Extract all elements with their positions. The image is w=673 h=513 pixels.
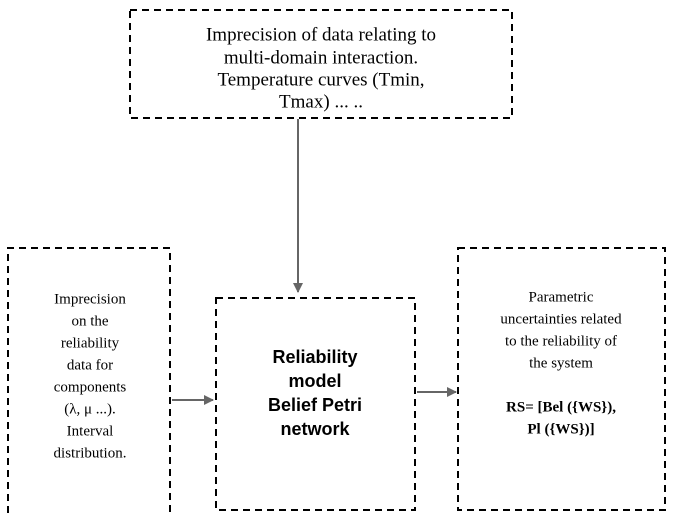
node-text: the system	[529, 355, 593, 371]
right-box	[457, 247, 666, 511]
node-text: Interval	[67, 423, 114, 439]
node-text: reliability	[61, 335, 120, 351]
node-text: distribution.	[54, 445, 127, 461]
node-text: uncertainties related	[500, 311, 622, 327]
left-box	[7, 247, 171, 513]
node-text: to the reliability of	[505, 333, 617, 349]
top-box	[129, 9, 513, 119]
node-text: Parametric	[529, 289, 594, 305]
node-text: Temperature curves (Tmin,	[217, 69, 424, 90]
node-text: data for	[67, 357, 113, 373]
node-text: Tmax) ... ..	[279, 91, 363, 112]
center-box	[215, 297, 416, 511]
node-text: (λ, μ ...).	[64, 401, 116, 417]
node-text: Imprecision	[54, 291, 126, 307]
node-text: multi-domain interaction.	[224, 47, 418, 68]
node-text: Imprecision of data relating to	[206, 24, 436, 45]
node-text: Pl ({WS})]	[527, 421, 594, 437]
node-text: on the	[71, 313, 108, 329]
node-text: RS= [Bel ({WS}),	[506, 399, 616, 415]
node-text: network	[280, 419, 350, 439]
node-text: components	[54, 379, 127, 395]
node-text: model	[288, 371, 341, 391]
node-text: Reliability	[272, 347, 357, 367]
node-text: Belief Petri	[268, 395, 362, 415]
